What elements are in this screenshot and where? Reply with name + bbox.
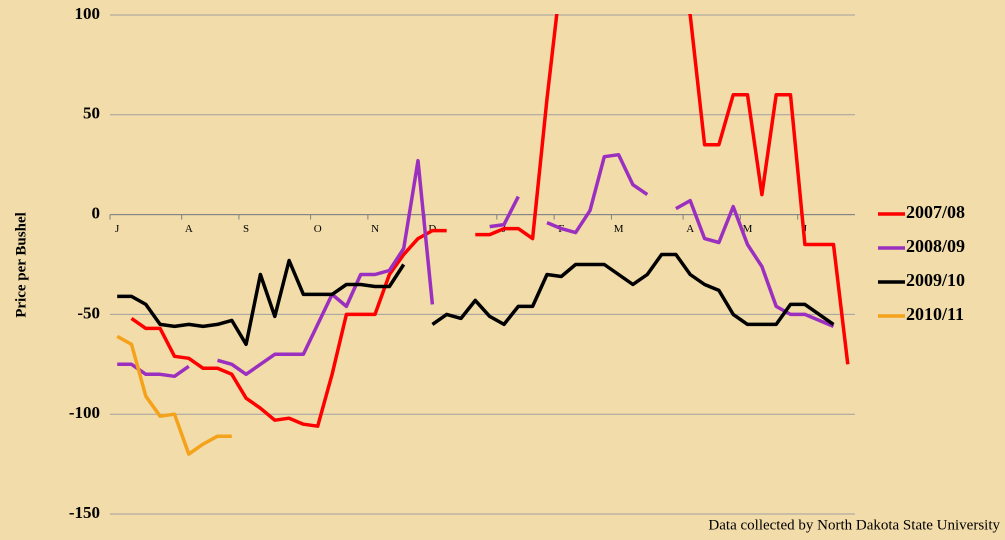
x-tick-label: M xyxy=(743,223,753,235)
y-tick-label: -100 xyxy=(69,403,100,422)
x-tick-label: N xyxy=(371,223,379,235)
series-line xyxy=(116,334,232,456)
annotation: Data collected by North Dakota State Uni… xyxy=(708,517,1000,533)
x-tick-label: S xyxy=(243,223,249,235)
series-line xyxy=(117,152,835,379)
y-axis-label: Price per Bushel xyxy=(13,212,29,318)
x-tick-label: A xyxy=(185,223,193,235)
x-tick-label: J xyxy=(803,223,808,235)
x-tick-label: O xyxy=(314,223,322,235)
x-tick-label: J xyxy=(115,223,120,235)
plot-area xyxy=(116,14,850,456)
y-tick-label: 100 xyxy=(75,4,101,23)
legend-label: 2008/09 xyxy=(906,236,965,256)
y-tick-label: -50 xyxy=(77,303,100,322)
legend-label: 2010/11 xyxy=(906,304,964,324)
legend-label: 2009/10 xyxy=(906,270,965,290)
y-tick-label: 50 xyxy=(83,104,100,123)
series-line xyxy=(117,252,835,347)
legend-label: 2007/08 xyxy=(906,202,965,222)
x-tick-label: M xyxy=(614,223,624,235)
y-tick-label: -150 xyxy=(69,503,100,522)
series-line xyxy=(130,14,850,428)
y-tick-label: 0 xyxy=(92,204,101,223)
x-tick-label: A xyxy=(686,223,694,235)
